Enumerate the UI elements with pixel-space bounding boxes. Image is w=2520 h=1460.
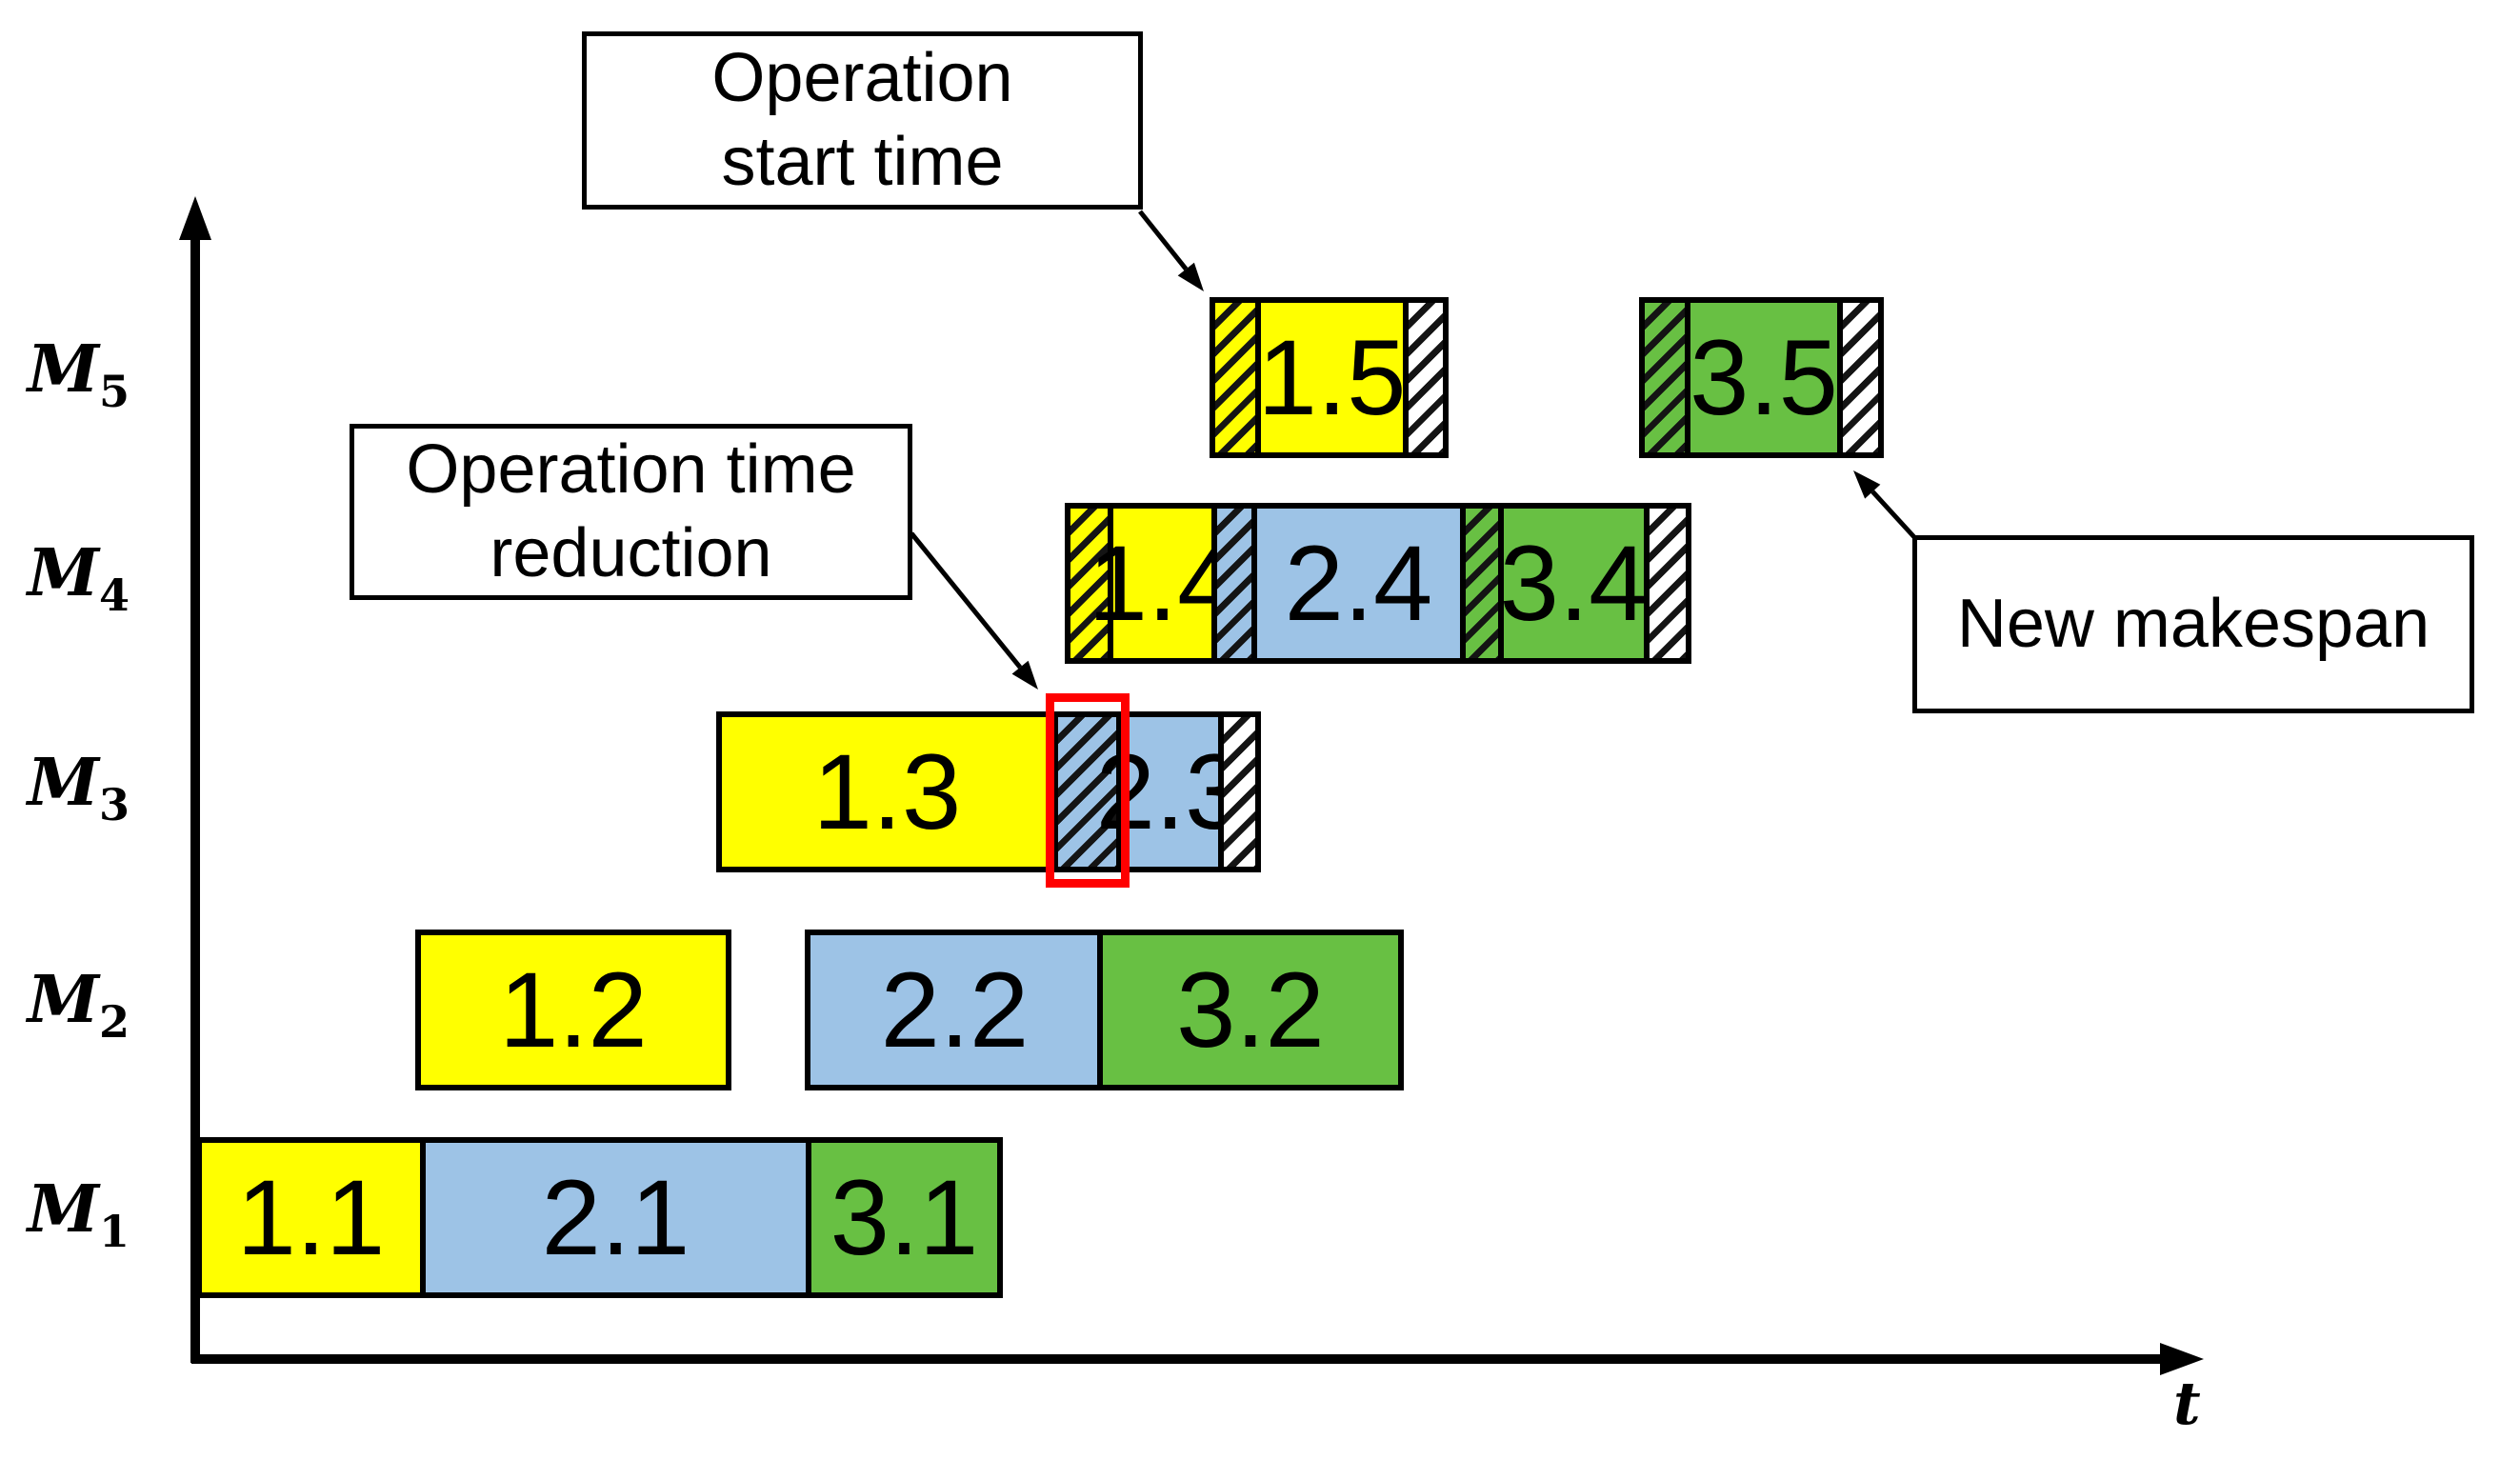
hatch-segment-white	[1644, 509, 1686, 658]
bar-segment-label: 3.2	[1176, 950, 1325, 1070]
bar-segment-1.4: 1.4	[1089, 509, 1236, 658]
machine-label-M4: M4	[27, 535, 130, 621]
hatch-segment-green	[1460, 509, 1498, 658]
bar-segment-2.1: 2.1	[420, 1143, 806, 1292]
machine-label-M1: M1	[27, 1171, 130, 1257]
bar-group-M2: 1.2	[415, 930, 731, 1090]
bar-segment-label: 3.4	[1499, 523, 1649, 643]
bar-segment-1.1: 1.1	[202, 1143, 420, 1292]
hatch-segment-white	[1837, 303, 1878, 452]
bar-segment-label: 1.5	[1257, 317, 1407, 437]
bar-segment-label: 2.2	[880, 950, 1030, 1070]
bar-segment-1.2: 1.2	[421, 935, 726, 1085]
bar-group-M5: 3.5	[1639, 297, 1884, 458]
machine-label-M3: M3	[27, 745, 130, 830]
bar-segment-label: 1.1	[236, 1157, 386, 1277]
bar-group-M4: 1.4 2.4 3.4	[1065, 503, 1691, 664]
bar-group-M2: 2.2	[805, 930, 1105, 1090]
bar-segment-2.3: 2.3	[1096, 717, 1244, 867]
machine-label-M2: M2	[27, 962, 130, 1048]
bar-segment-2.4: 2.4	[1251, 509, 1460, 658]
annotation-operation-time-reduction: Operation time reduction	[350, 424, 912, 600]
bar-segment-3.4: 3.4	[1498, 509, 1648, 658]
bar-segment-3.2: 3.2	[1103, 935, 1398, 1085]
y-axis-head	[179, 196, 211, 240]
bar-segment-1.5: 1.5	[1255, 303, 1406, 452]
hatch-segment-white	[1218, 717, 1255, 867]
bar-group-M3: 1.3 2.3	[716, 711, 1261, 872]
bar-segment-label: 1.3	[812, 731, 962, 851]
machine-label-M5: M5	[27, 331, 130, 417]
bar-segment-1.3: 1.3	[722, 717, 1052, 867]
arrow-operation-start-time-line	[1138, 210, 1189, 271]
arrow-operation-time-reduction-line	[910, 531, 1023, 670]
arrow-operation-start-time-head	[1177, 262, 1204, 291]
bar-segment-label: 2.4	[1284, 523, 1433, 643]
hatch-segment-blue	[1211, 509, 1251, 658]
bar-segment-label: 2.1	[541, 1157, 690, 1277]
bar-segment-label: 3.5	[1690, 317, 1838, 437]
bar-group-M1: 1.1 2.1 3.1	[196, 1137, 1003, 1298]
operation-time-reduction-highlight-box	[1046, 693, 1130, 888]
arrow-operation-time-reduction-head	[1011, 660, 1038, 690]
arrow-new-makespan-head	[1853, 470, 1881, 499]
arrow-new-makespan-line	[1870, 490, 1916, 539]
hatch-segment-white	[1403, 303, 1443, 452]
bar-segment-3.5: 3.5	[1685, 303, 1838, 452]
bar-segment-3.1: 3.1	[806, 1143, 997, 1292]
bar-segment-2.2: 2.2	[810, 935, 1099, 1085]
hatch-segment-blue	[1052, 717, 1116, 867]
annotation-operation-start-time: Operation start time	[582, 31, 1143, 210]
hatch-segment-yellow	[1215, 303, 1255, 452]
bar-segment-label: 1.2	[499, 950, 648, 1070]
bar-segment-label: 3.1	[830, 1157, 979, 1277]
bar-group-M2: 3.2	[1097, 930, 1404, 1090]
hatch-segment-green	[1645, 303, 1685, 452]
bar-group-M5: 1.5	[1210, 297, 1449, 458]
annotation-new-makespan: New makespan	[1912, 535, 2474, 713]
x-axis-label-t: t	[2173, 1369, 2201, 1438]
hatch-segment-yellow	[1070, 509, 1108, 658]
